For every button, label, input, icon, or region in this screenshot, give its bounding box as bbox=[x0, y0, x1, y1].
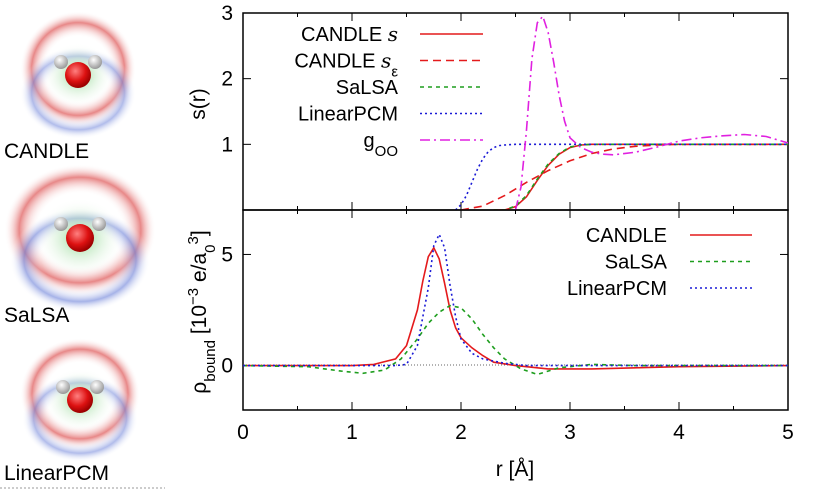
x-tick-label: 5 bbox=[782, 421, 794, 444]
y-tick-label: 1 bbox=[221, 133, 233, 156]
ylabel-rho: ρ bbox=[188, 382, 211, 394]
series-line-salsa bbox=[493, 143, 788, 210]
series-line-goo bbox=[514, 14, 788, 210]
water-molecule-salsa-icon bbox=[4, 164, 156, 312]
ylabel-scale: [10 bbox=[188, 305, 211, 340]
y-tick-label: 2 bbox=[221, 68, 233, 91]
x-axis-label: r [Å] bbox=[496, 458, 535, 481]
series-line-candle bbox=[243, 246, 788, 370]
ylabel-unit-exp: 3 bbox=[185, 236, 202, 244]
y-axis-label-top: s(r) bbox=[187, 88, 210, 119]
y-tick-label: 3 bbox=[221, 2, 233, 25]
legend-label: SaLSA bbox=[336, 77, 399, 99]
legend-label: LinearPCM bbox=[567, 278, 667, 300]
y-axis-label-bottom: ρbound [10−3 e/a03] bbox=[185, 230, 219, 393]
legend-label: LinearPCM bbox=[298, 104, 398, 126]
model-label-linearpcm: LinearPCM bbox=[4, 462, 110, 485]
water-molecule-candle-icon bbox=[20, 11, 136, 139]
series-line-linearpcm bbox=[455, 143, 788, 210]
x-tick-label: 4 bbox=[673, 421, 685, 444]
ylabel-unit-sub: 0 bbox=[202, 245, 219, 253]
legend-label: CANDLE s bbox=[301, 22, 398, 46]
series-line-linearpcm bbox=[243, 232, 788, 367]
y-tick-label: 0 bbox=[221, 355, 233, 378]
water-molecule-linearpcm-icon bbox=[20, 338, 140, 462]
ylabel-rho-sub: bound bbox=[202, 340, 219, 382]
model-label-salsa: SaLSA bbox=[4, 304, 70, 327]
legend-label: gOO bbox=[364, 130, 398, 160]
series-line-salsa bbox=[243, 304, 788, 376]
x-tick-label: 3 bbox=[564, 421, 576, 444]
y-tick-label: 5 bbox=[221, 243, 233, 266]
x-tick-label: 2 bbox=[455, 421, 467, 444]
ylabel-scale-exp: −3 bbox=[185, 288, 202, 305]
ylabel-unit: e/a bbox=[188, 253, 211, 288]
ylabel-close: ] bbox=[188, 230, 211, 236]
legend-label: SaLSA bbox=[605, 252, 668, 274]
legend-label: CANDLE bbox=[586, 225, 667, 247]
x-tick-label: 1 bbox=[346, 421, 358, 444]
x-tick-label: 0 bbox=[237, 421, 249, 444]
plot-frame-bottom bbox=[242, 209, 789, 411]
legend-label: CANDLE sε bbox=[294, 49, 398, 81]
model-label-candle: CANDLE bbox=[4, 140, 90, 163]
